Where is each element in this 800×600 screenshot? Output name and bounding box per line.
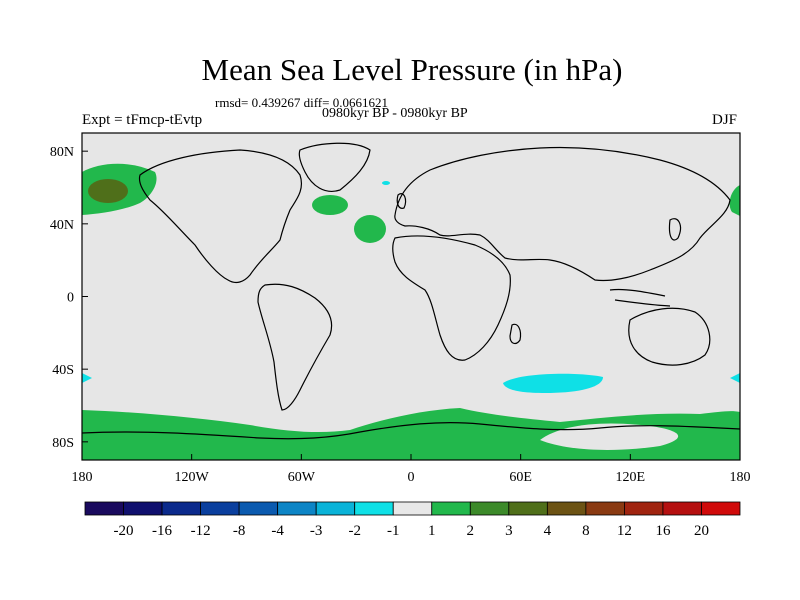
colorbar-swatch	[662, 501, 702, 516]
colorbar-swatch	[431, 501, 471, 516]
colorbar-swatch	[392, 501, 433, 516]
season-label: DJF	[712, 112, 738, 128]
colorbar-label: 4	[544, 523, 552, 539]
colorbar-swatch	[354, 501, 394, 516]
anomaly-north-pacific-core	[88, 179, 128, 203]
coast-indonesia	[609, 288, 671, 307]
lat-tick-label: 40S	[52, 363, 74, 378]
time-period: 0980kyr BP - 0980kyr BP	[322, 106, 468, 121]
lat-tick-label: 40N	[50, 218, 74, 233]
coast-south-america	[257, 283, 333, 411]
colorbar-label: -4	[271, 523, 284, 539]
coast-madagascar	[509, 323, 522, 345]
colorbar-label: -8	[233, 523, 246, 539]
colorbar-swatch	[200, 501, 240, 516]
longitude-axis: 180 120W 60W 0 60E 120E 180	[72, 454, 751, 485]
lat-tick-label: 0	[67, 291, 74, 306]
colorbar-label: -16	[152, 523, 172, 539]
anomaly-east-siberia	[729, 185, 740, 216]
lat-tick-label: 80N	[50, 145, 74, 160]
lon-tick-label: 60E	[509, 470, 532, 485]
lon-tick-label: 120W	[175, 470, 210, 485]
lat-tick-label: 80S	[52, 436, 74, 451]
map-panel	[82, 133, 740, 460]
rmsd-diff-stats: rmsd= 0.439267 diff= 0.0661621	[215, 95, 388, 110]
colorbar-swatch	[84, 501, 124, 516]
colorbar-swatch	[546, 501, 587, 516]
colorbar-label: 16	[655, 523, 671, 539]
colorbar-swatch	[701, 501, 741, 516]
lon-tick-label: 0	[408, 470, 415, 485]
colorbar-swatch	[123, 501, 163, 516]
anomaly-mid-atlantic	[354, 215, 386, 243]
colorbar-swatch	[277, 501, 317, 516]
latitude-axis: 80N 40N 0 40S 80S	[50, 145, 88, 451]
coastlines	[81, 142, 741, 440]
lon-tick-label: 180	[72, 470, 93, 485]
colorbar-swatch	[624, 501, 664, 516]
lon-tick-label: 180	[730, 470, 751, 485]
colorbar-label: 3	[505, 523, 513, 539]
coast-africa	[392, 235, 511, 361]
anomaly-west-edge-low	[82, 373, 92, 383]
colorbar-label: 12	[617, 523, 632, 539]
lon-tick-label: 120E	[616, 470, 646, 485]
colorbar-label: 2	[467, 523, 475, 539]
coast-australia	[628, 307, 711, 366]
coast-greenland	[298, 142, 371, 192]
coast-japan	[668, 218, 682, 241]
anomaly-arctic-speck	[382, 181, 390, 185]
anomaly-indian-ocean-low	[503, 373, 603, 393]
lon-tick-label: 60W	[288, 470, 316, 485]
coast-uk	[396, 193, 407, 209]
colorbar-swatch	[469, 501, 510, 516]
anomaly-labrador-sea	[312, 195, 348, 215]
coast-antarctica	[81, 421, 741, 440]
anomaly-ross-sea	[540, 423, 679, 450]
colorbar-label: -2	[348, 523, 361, 539]
colorbar-swatch	[161, 501, 201, 516]
colorbar-label: -1	[387, 523, 400, 539]
colorbar-label: -12	[191, 523, 211, 539]
colorbar-swatch	[508, 501, 548, 516]
colorbar-label: -3	[310, 523, 323, 539]
colorbar: -20 -16 -12 -8 -4 -3 -2 -1 1 2 3 4 8 12 16 20	[84, 501, 741, 539]
coast-north-america	[138, 149, 302, 284]
experiment-label: Expt = tFmcp-tEvtp	[82, 112, 203, 128]
anomaly-east-edge-low	[730, 373, 740, 383]
colorbar-label: 1	[428, 523, 436, 539]
coast-europe-asia	[394, 146, 731, 282]
colorbar-label: 8	[582, 523, 590, 539]
chart-title: Mean Sea Level Pressure (in hPa)	[201, 52, 623, 87]
colorbar-label: 20	[694, 523, 709, 539]
colorbar-swatch	[585, 501, 625, 516]
anomaly-fields	[82, 163, 740, 460]
colorbar-label: -20	[114, 523, 134, 539]
colorbar-swatch	[315, 501, 356, 516]
colorbar-swatch	[238, 501, 279, 516]
